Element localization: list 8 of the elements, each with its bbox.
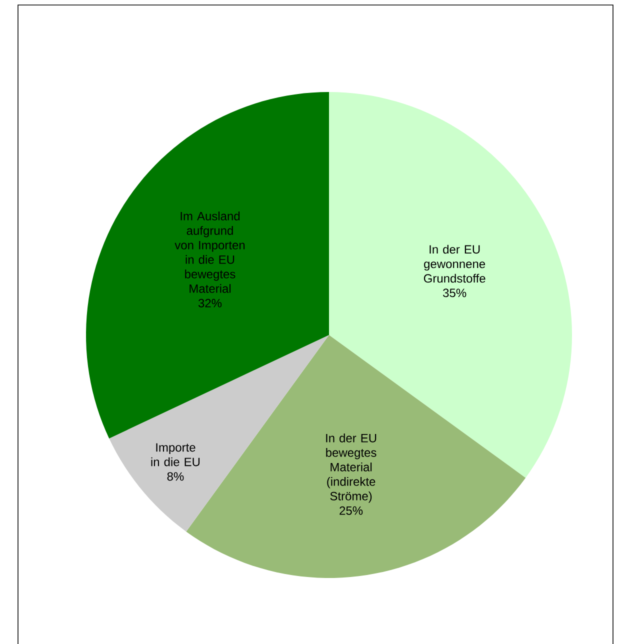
slice-label: Im Ausland aufgrund von Importen in die EU bewegtes Material [174,212,245,293]
data-label: 35% [443,288,466,298]
slice-label: In der EU bewegtes Material (indirekte Ströme) [326,434,376,503]
slice-label: Importe in die EU [151,443,200,466]
slice-label: In der EU gewonnene Grundstoffe [424,244,486,283]
data-label: 8% [167,472,184,481]
data-label: 25% [340,506,363,515]
data-label: 32% [198,298,222,308]
